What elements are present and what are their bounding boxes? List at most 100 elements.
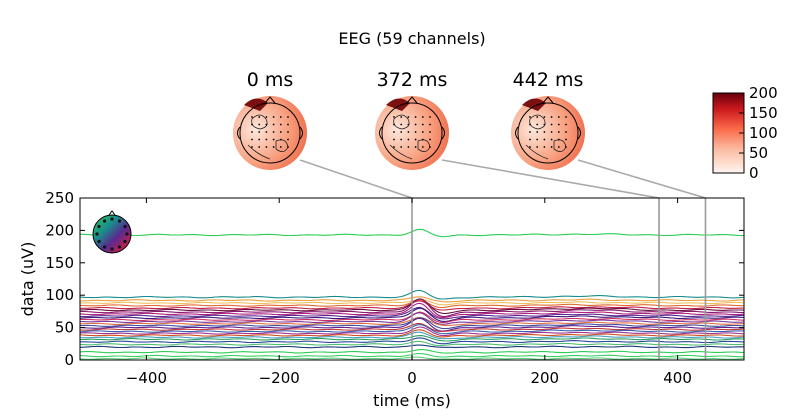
sensor-dot (265, 116, 268, 118)
topomap-title: 372 ms (377, 69, 448, 91)
sensor-dot (265, 138, 268, 141)
topomap-hotspot (386, 98, 410, 111)
sensor-dot (529, 146, 531, 148)
sensor-dot (550, 123, 553, 126)
sensor-legend-dot (117, 245, 122, 249)
sensor-dot (251, 146, 253, 148)
sensor-dot (557, 116, 560, 118)
sensor-dot (543, 123, 546, 126)
sensor-dot (272, 138, 275, 141)
sensor-dot (565, 131, 567, 133)
sensor-dot (251, 123, 253, 126)
sensor-dot (536, 123, 539, 126)
head-outline (239, 102, 301, 164)
sensor-dot (543, 138, 546, 141)
x-tick-label: −200 (259, 369, 300, 387)
y-tick-label: 0 (64, 351, 74, 369)
sensor-dot (287, 131, 289, 133)
topomap-field (511, 96, 585, 170)
sensor-dot (258, 116, 261, 118)
sensor-dot (258, 138, 261, 141)
sensor-dot (414, 131, 417, 133)
sensor-dot (429, 138, 431, 141)
topomap: 0 ms (233, 69, 307, 170)
sensor-dot (272, 116, 275, 118)
y-tick-label: 100 (45, 286, 74, 304)
sensor-legend-dot (110, 247, 114, 251)
sensor-dot (429, 116, 431, 118)
sensor-dot (407, 123, 410, 126)
colorbar-tick-label: 200 (749, 84, 778, 102)
sensor-dot (421, 146, 424, 148)
sensor-dot (279, 146, 282, 148)
topomap-connector (441, 159, 660, 199)
sensor-dot (400, 131, 403, 133)
left-ear-outline (515, 126, 519, 140)
sensor-dot (414, 116, 417, 118)
left-ear-outline (379, 126, 383, 140)
sensor-legend-dot (102, 219, 107, 223)
sensor-dot (279, 138, 282, 141)
sensor-dot (543, 116, 546, 118)
right-ear-outline (441, 126, 445, 140)
topomap-title: 442 ms (513, 69, 584, 91)
topomap-connector (299, 159, 413, 199)
sensor-dot (251, 116, 253, 118)
sensor-dot (265, 123, 268, 126)
contour-line (393, 114, 410, 130)
sensor-dot (414, 123, 417, 126)
contour-line (389, 144, 413, 160)
topomap-connector (577, 159, 706, 199)
sensor-legend-head (92, 214, 132, 254)
sensor-dot (251, 131, 253, 133)
sensor-dot (557, 123, 560, 126)
sensor-legend (92, 210, 132, 254)
figure-title: EEG (59 channels) (338, 29, 485, 48)
sensor-dot (536, 138, 539, 141)
sensor-dot (407, 116, 410, 118)
nose-outline (264, 96, 276, 104)
sensor-dot (414, 138, 417, 141)
topomap-hotspot (522, 98, 546, 111)
sensor-dot (557, 138, 560, 141)
sensor-dot (258, 146, 261, 148)
sensor-dot (393, 146, 395, 148)
sensor-dot (565, 138, 567, 141)
topomap: 442 ms (511, 69, 585, 170)
sensor-legend-dot (97, 239, 101, 244)
y-tick-label: 150 (45, 254, 74, 272)
colorbar-tick-label: 0 (749, 164, 759, 182)
x-tick-label: 400 (663, 369, 692, 387)
sensor-dot (393, 123, 395, 126)
contour-line (251, 114, 268, 130)
sensor-dot (287, 116, 289, 118)
x-ticks: −400 −200 0 200 400 (126, 198, 692, 387)
colorbar-tick-label: 150 (749, 104, 778, 122)
contour-line (529, 114, 546, 130)
sensor-dot (258, 131, 261, 133)
sensor-dot (287, 138, 289, 141)
sensor-dot (421, 116, 424, 118)
nose-outline (542, 96, 554, 104)
sensor-legend-dot (123, 239, 127, 244)
contour-line (525, 144, 549, 160)
sensor-dot (529, 116, 531, 118)
sensor-dot (550, 146, 553, 148)
sensor-dot (407, 146, 410, 148)
sensor-legend-dot (95, 232, 99, 236)
sensor-dot (550, 131, 553, 133)
sensor-dot (265, 146, 268, 148)
sensor-dot (279, 131, 282, 133)
nose-outline (406, 96, 418, 104)
sensor-dot (393, 131, 395, 133)
x-tick-label: 0 (407, 369, 417, 387)
sensor-dot (429, 146, 431, 148)
left-ear-outline (237, 126, 241, 140)
sensor-dot (400, 123, 403, 126)
sensor-dot (272, 123, 275, 126)
sensor-dot (536, 116, 539, 118)
sensor-dot (393, 138, 395, 141)
topomap-field (375, 96, 449, 170)
sensor-dot (287, 123, 289, 126)
sensor-dot (429, 131, 431, 133)
